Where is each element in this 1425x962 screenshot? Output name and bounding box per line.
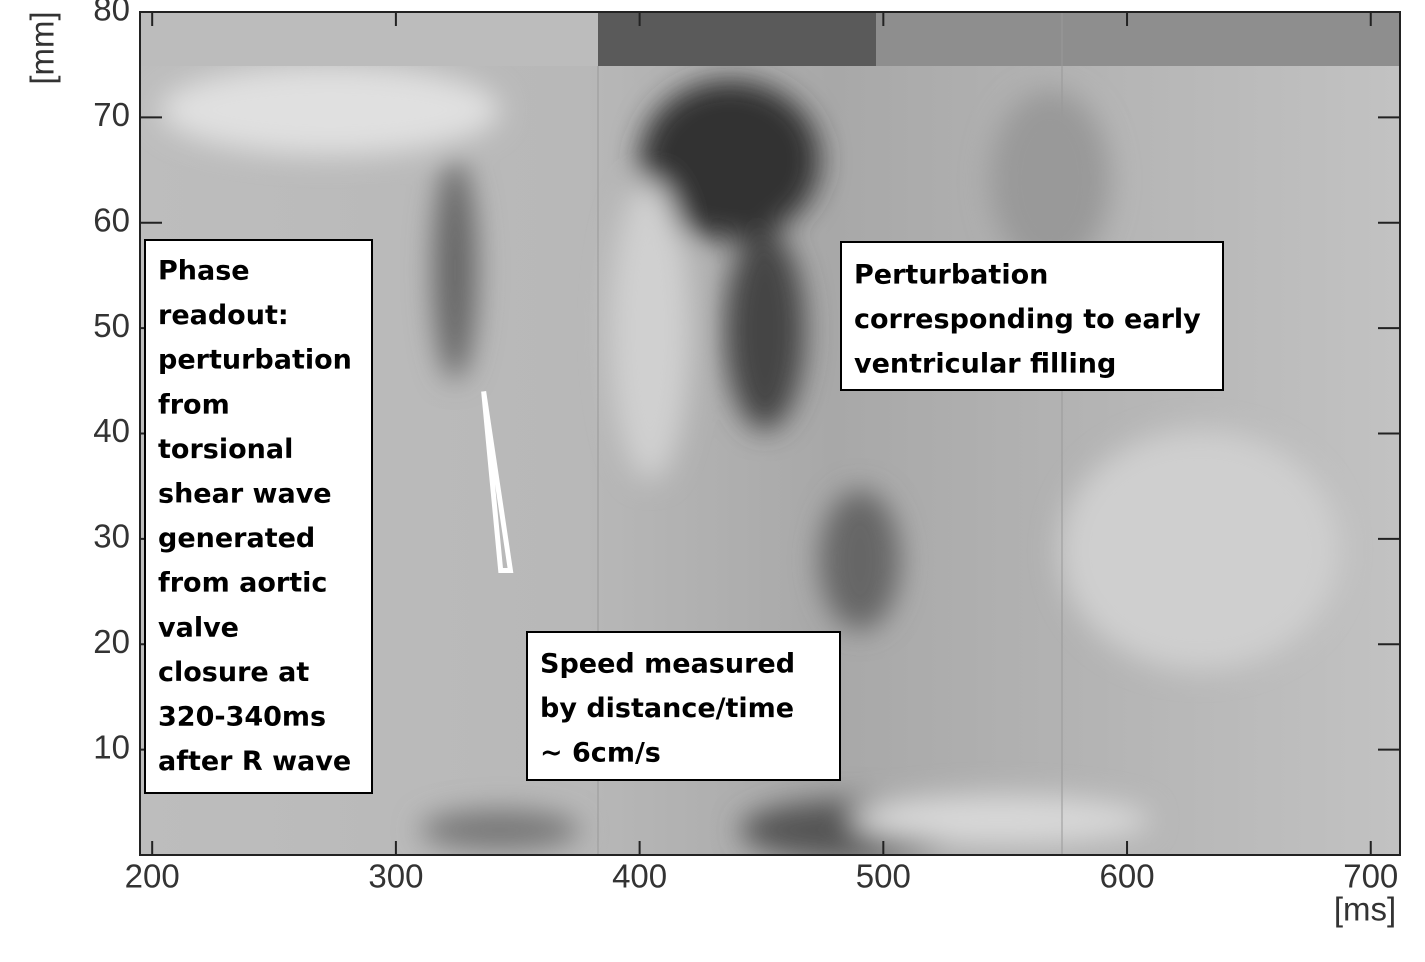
annotation-text: readout: [158,300,289,331]
annotation-text: ~ 6cm/s [540,738,661,769]
annotation-text: shear wave [158,479,332,510]
annotation-text: ventricular filling [854,349,1116,380]
y-tick-label: 50 [93,307,130,344]
annotation-text: corresponding to early [854,304,1201,335]
y-tick-label: 30 [93,518,130,555]
x-tick-label: 400 [612,858,667,895]
annotation-text: Perturbation [854,260,1048,291]
y-tick-label: 20 [93,623,130,660]
marker-line [481,390,514,573]
annotation-text: perturbation [158,345,352,376]
y-axis-label: [mm] [24,11,61,84]
y-tick-label: 60 [93,201,130,238]
annotation-text: generated [158,523,315,554]
annotation-text: torsional [158,434,293,465]
x-axis-label: [ms] [1334,891,1396,928]
annotation-box [840,241,1224,391]
annotation-text: 320-340ms [158,702,326,733]
annotation-box [526,631,841,781]
y-tick-label: 80 [93,0,130,28]
x-tick-label: 600 [1100,858,1155,895]
y-tick-label: 70 [93,96,130,133]
y-tick-label: 40 [93,412,130,449]
annotation-text: from aortic [158,568,327,599]
annotation-text: closure at [158,657,309,688]
annotation-text: after R wave [158,746,351,777]
x-tick-label: 200 [125,858,180,895]
annotation-text: valve [158,612,239,643]
y-tick-label: 10 [93,728,130,765]
x-tick-label: 700 [1343,858,1398,895]
x-tick-label: 500 [856,858,911,895]
annotation-text: Phase [158,256,250,287]
x-tick-label: 300 [368,858,423,895]
annotation-text: Speed measured [540,649,795,680]
annotation-text: by distance/time [540,693,794,724]
annotation-text: from [158,389,230,420]
annotation-box [144,239,373,794]
